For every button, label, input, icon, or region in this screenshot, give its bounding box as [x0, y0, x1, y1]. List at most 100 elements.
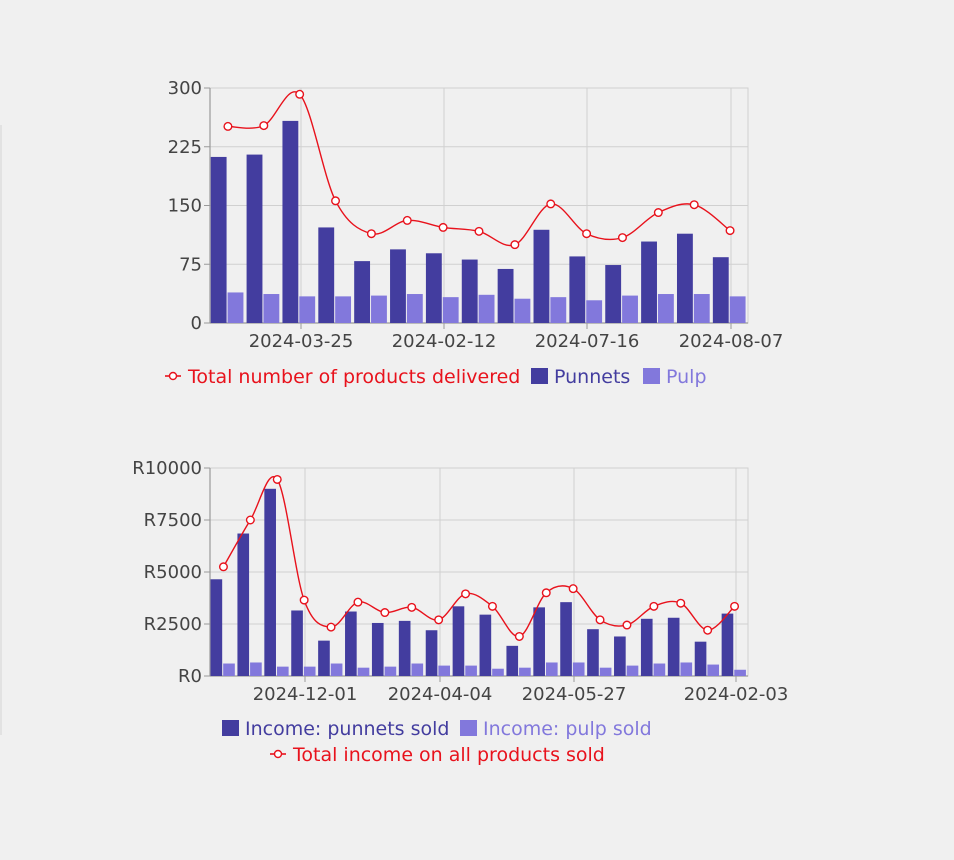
delivered-bar-pulp[interactable] — [406, 294, 423, 323]
income-total-point[interactable] — [380, 608, 390, 618]
income-bar-income-punnets-sold[interactable] — [533, 607, 545, 676]
delivered-total-point[interactable] — [653, 208, 663, 218]
delivered-total-point[interactable] — [366, 229, 376, 239]
delivered-legend-item[interactable]: Punnets — [531, 366, 630, 388]
income-total-point[interactable] — [272, 474, 282, 484]
income-bar-income-punnets-sold[interactable] — [587, 629, 599, 676]
delivered-bar-punnets[interactable] — [210, 156, 227, 323]
income-bar-income-punnets-sold[interactable] — [452, 606, 465, 676]
delivered-total-point[interactable] — [474, 226, 484, 236]
income-legend-item[interactable]: Total income on all products sold — [270, 744, 605, 766]
delivered-bar-punnets[interactable] — [641, 241, 657, 323]
income-total-point[interactable] — [649, 601, 659, 611]
income-legend-item[interactable]: Income: pulp sold — [460, 718, 652, 740]
income-bar-income-punnets-sold[interactable] — [237, 533, 250, 676]
income-bar-income-punnets-sold[interactable] — [398, 620, 411, 676]
delivered-bar-pulp[interactable] — [335, 296, 352, 323]
delivered-bar-pulp[interactable] — [550, 297, 567, 323]
income-total-point[interactable] — [218, 562, 228, 572]
delivered-total-point[interactable] — [331, 196, 341, 206]
income-bar-income-punnets-sold[interactable] — [560, 602, 572, 676]
delivered-total-point[interactable] — [438, 222, 448, 232]
delivered-bar-pulp[interactable] — [514, 298, 531, 323]
income-total-point[interactable] — [541, 588, 551, 598]
income-total-point[interactable] — [595, 615, 605, 625]
income-total-point[interactable] — [407, 602, 417, 612]
income-bar-income-pulp-sold[interactable] — [734, 669, 746, 676]
income-bar-income-pulp-sold[interactable] — [626, 665, 639, 676]
income-total-point[interactable] — [622, 620, 632, 630]
delivered-bar-punnets[interactable] — [533, 229, 550, 323]
delivered-bar-punnets[interactable] — [461, 259, 478, 323]
delivered-bar-pulp[interactable] — [478, 294, 495, 323]
income-bar-income-punnets-sold[interactable] — [210, 579, 223, 676]
delivered-total-point[interactable] — [402, 215, 412, 225]
delivered-bar-pulp[interactable] — [227, 292, 244, 323]
delivered-bar-pulp[interactable] — [371, 295, 387, 323]
delivered-total-point[interactable] — [689, 200, 699, 210]
delivered-bar-pulp[interactable] — [729, 296, 746, 323]
income-bar-income-pulp-sold[interactable] — [250, 662, 262, 676]
delivered-total-point[interactable] — [582, 229, 592, 239]
delivered-bar-punnets[interactable] — [425, 253, 442, 323]
income-bar-income-punnets-sold[interactable] — [694, 641, 707, 676]
income-total-point[interactable] — [434, 615, 444, 625]
income-bar-income-punnets-sold[interactable] — [318, 640, 330, 676]
income-total-point[interactable] — [461, 589, 471, 599]
income-total-point[interactable] — [568, 584, 578, 594]
income-bar-income-pulp-sold[interactable] — [303, 666, 316, 676]
income-total-point[interactable] — [514, 631, 524, 641]
delivered-total-point[interactable] — [510, 240, 520, 250]
income-bar-income-pulp-sold[interactable] — [707, 664, 720, 676]
income-total-point[interactable] — [245, 515, 255, 525]
income-bar-income-punnets-sold[interactable] — [479, 614, 492, 676]
delivered-bar-pulp[interactable] — [657, 294, 674, 323]
delivered-bar-pulp[interactable] — [622, 295, 638, 323]
income-total-point[interactable] — [299, 595, 309, 605]
delivered-bar-punnets[interactable] — [497, 268, 514, 323]
income-bar-income-pulp-sold[interactable] — [572, 662, 585, 676]
income-legend-item[interactable]: Income: punnets sold — [222, 718, 449, 740]
income-bar-income-punnets-sold[interactable] — [291, 610, 303, 676]
income-bar-income-punnets-sold[interactable] — [345, 611, 357, 676]
income-bar-income-pulp-sold[interactable] — [357, 667, 370, 676]
delivered-bar-punnets[interactable] — [282, 120, 299, 324]
income-bar-income-pulp-sold[interactable] — [330, 663, 343, 676]
delivered-bar-punnets[interactable] — [605, 265, 622, 323]
income-bar-income-pulp-sold[interactable] — [438, 665, 451, 676]
delivered-total-point[interactable] — [295, 89, 305, 99]
income-bar-income-pulp-sold[interactable] — [680, 662, 693, 676]
income-total-point[interactable] — [487, 601, 497, 611]
income-bar-income-pulp-sold[interactable] — [384, 666, 397, 676]
income-bar-income-punnets-sold[interactable] — [640, 618, 653, 676]
delivered-bar-punnets[interactable] — [246, 154, 263, 323]
delivered-bar-punnets[interactable] — [390, 249, 406, 323]
income-bar-income-pulp-sold[interactable] — [276, 666, 289, 676]
delivered-total-point[interactable] — [223, 121, 233, 131]
income-total-point[interactable] — [703, 625, 713, 635]
income-bar-income-punnets-sold[interactable] — [667, 617, 680, 676]
income-bar-income-pulp-sold[interactable] — [653, 663, 666, 676]
delivered-bar-pulp[interactable] — [299, 296, 316, 323]
income-bar-income-punnets-sold[interactable] — [425, 630, 438, 676]
income-total-point[interactable] — [730, 601, 740, 611]
income-total-point[interactable] — [676, 598, 686, 608]
delivered-bar-punnets[interactable] — [712, 257, 729, 323]
delivered-total-point[interactable] — [725, 226, 735, 236]
income-bar-income-pulp-sold[interactable] — [519, 667, 531, 676]
income-bar-income-pulp-sold[interactable] — [492, 668, 504, 676]
income-bar-income-pulp-sold[interactable] — [545, 662, 558, 676]
income-bar-income-punnets-sold[interactable] — [506, 645, 519, 676]
income-total-point[interactable] — [353, 597, 363, 607]
income-bar-income-punnets-sold[interactable] — [371, 622, 384, 676]
income-bar-income-pulp-sold[interactable] — [465, 665, 477, 676]
delivered-total-point[interactable] — [546, 199, 556, 209]
income-bar-income-pulp-sold[interactable] — [411, 663, 424, 676]
income-bar-income-punnets-sold[interactable] — [721, 613, 734, 676]
delivered-legend-item[interactable]: Total number of products delivered — [165, 366, 520, 388]
delivered-total-point[interactable] — [259, 121, 269, 131]
delivered-bar-punnets[interactable] — [676, 233, 693, 323]
income-bar-income-pulp-sold[interactable] — [223, 663, 235, 676]
delivered-bar-punnets[interactable] — [569, 256, 586, 323]
income-bar-income-pulp-sold[interactable] — [599, 667, 612, 676]
